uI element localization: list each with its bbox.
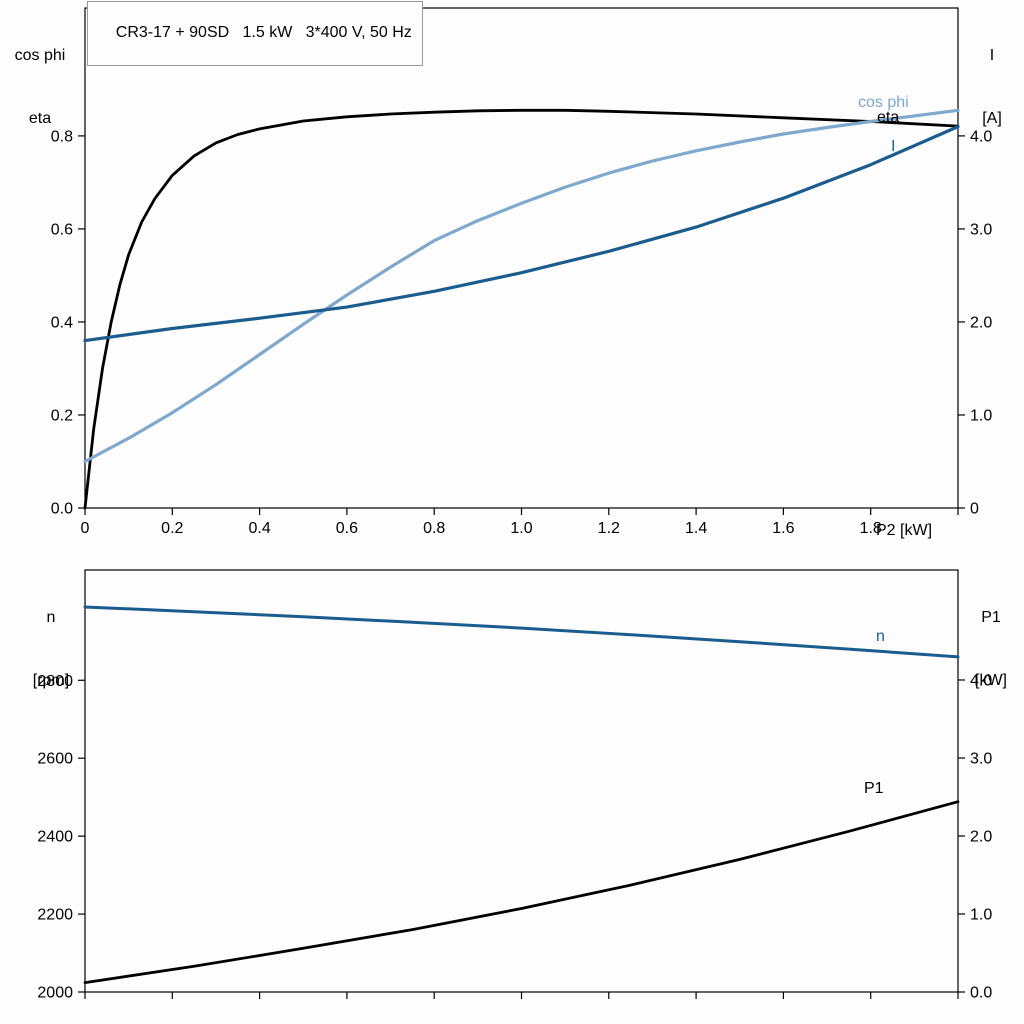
right-axis-title-line2: [A] (982, 110, 1002, 127)
left-axis-title-line1: cos phi (14, 47, 66, 64)
right-tick-label: 3.0 (970, 750, 992, 767)
bottom-right-axis-title: P1 [kW] (960, 565, 1022, 733)
right-tick-label: 1.0 (970, 407, 992, 424)
n-axis-title-line1: n (46, 609, 56, 626)
right-tick-label: 0.0 (970, 985, 992, 1002)
left-tick-label: 2000 (37, 985, 73, 1002)
left-tick-label: 2400 (37, 829, 73, 846)
i-curve (83, 125, 960, 343)
left-tick-label: 2200 (37, 907, 73, 924)
cos-phi-curve (83, 108, 960, 464)
left-tick-label: 0.0 (51, 501, 73, 518)
x-tick-label: 0 (81, 520, 90, 537)
x-tick-label: 0.4 (248, 520, 270, 537)
x-tick-label: 0.8 (423, 520, 445, 537)
p1-axis-title-line2: [kW] (975, 672, 1007, 689)
n-axis-title-line2: [rpm] (32, 672, 70, 689)
right-tick-label: 0 (970, 501, 979, 518)
left-tick-label: 2600 (37, 751, 73, 768)
current-curve-label: I (891, 138, 896, 155)
x-tick-label: 0.6 (336, 520, 358, 537)
left-axis-title-line2: eta (28, 110, 52, 127)
left-tick-label: 2800 (37, 673, 73, 690)
plot-frame (84, 569, 959, 993)
bottom-left-axis-title: n [rpm] (18, 565, 84, 733)
left-tick-label: 0.2 (51, 407, 73, 424)
top-left-axis-title: cos phi eta (4, 3, 76, 171)
x-tick-label: 1.6 (772, 520, 794, 537)
chart-title: CR3-17 + 90SD 1.5 kW 3*400 V, 50 Hz (115, 24, 412, 41)
right-tick-label: 1.0 (970, 906, 992, 923)
n-curve (83, 605, 960, 659)
x-tick-label: 0.2 (161, 520, 183, 537)
x-tick-label: 1.8 (860, 520, 882, 537)
x-tick-label: 1.2 (598, 520, 620, 537)
plot-frame (84, 7, 959, 509)
left-tick-label: 0.4 (51, 314, 73, 331)
right-tick-label: 4.0 (970, 128, 992, 145)
x-tick-label: 1.4 (685, 520, 707, 537)
right-tick-label: 3.0 (970, 221, 992, 238)
eta-curve-label: eta (877, 109, 900, 126)
right-tick-label: 2.0 (970, 828, 992, 845)
p1-curve (83, 800, 960, 984)
x-tick-label: 1.0 (510, 520, 532, 537)
x-axis-title: P2 [kW] (876, 522, 933, 539)
left-tick-label: 0.6 (51, 221, 73, 238)
p1-curve-label: P1 (864, 780, 884, 797)
p1-axis-title-line1: P1 (981, 609, 1001, 626)
left-tick-label: 0.8 (51, 128, 73, 145)
chart-title-box: CR3-17 + 90SD 1.5 kW 3*400 V, 50 Hz (87, 1, 423, 66)
eta-curve (83, 108, 960, 510)
speed-curve-label: n (876, 628, 885, 645)
right-axis-title-line1: I (989, 47, 995, 64)
top-right-axis-title: I [A] (963, 3, 1021, 171)
right-tick-label: 2.0 (970, 314, 992, 331)
right-tick-label: 4.0 (970, 672, 992, 689)
cos-phi-curve-label: cos phi (858, 94, 909, 111)
